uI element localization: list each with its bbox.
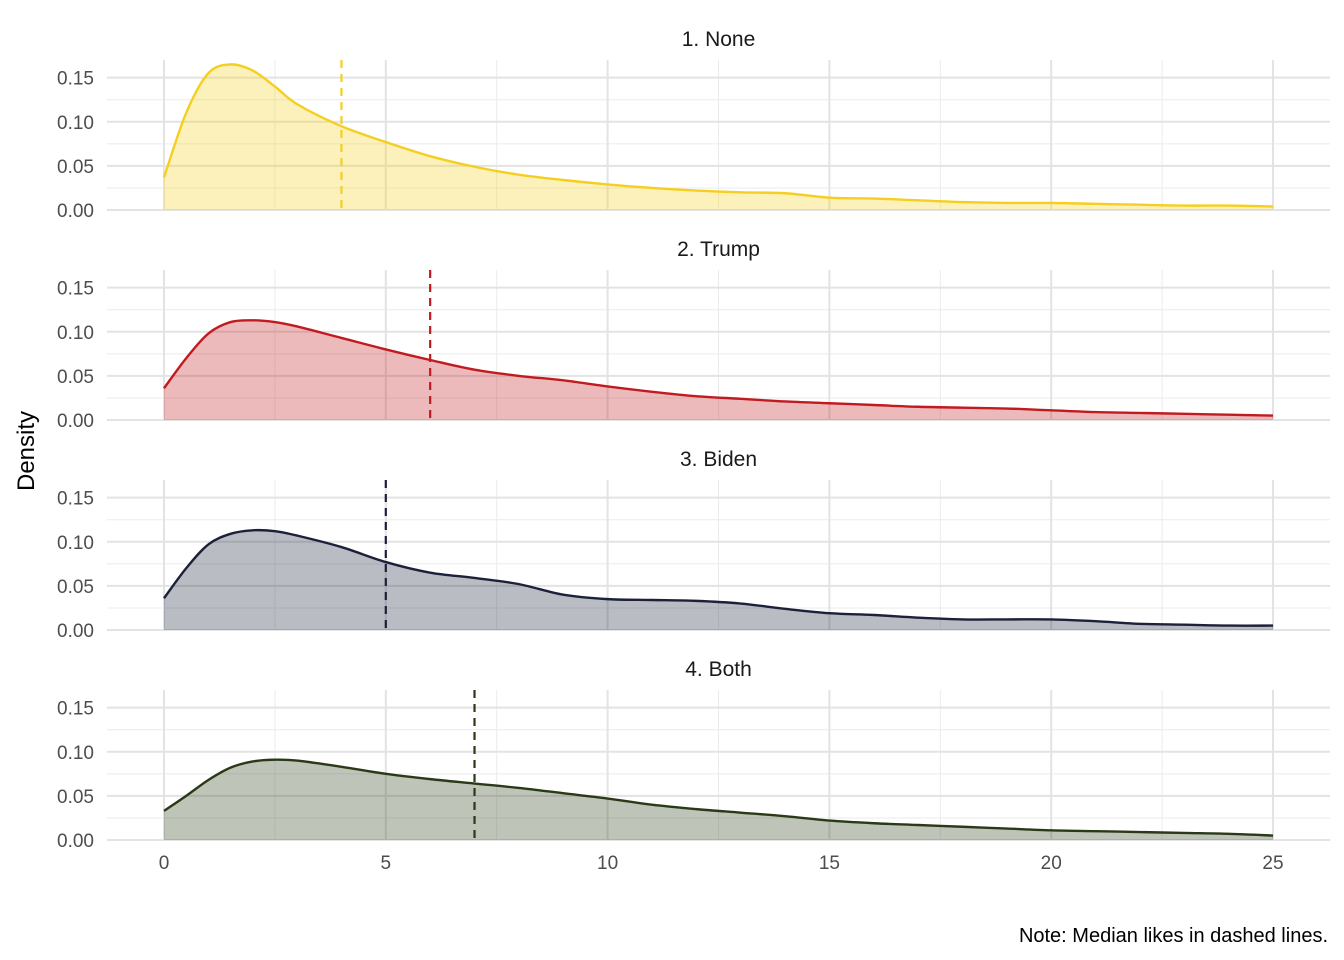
facet-panels: 0.00 0.05 0.10 0.15 1. None 0.00 0.05 0.10 0.15 2… <box>57 28 1330 852</box>
y-tick-label: 0.10 <box>57 743 94 764</box>
facet-strip-title: 3. Biden <box>680 448 757 471</box>
y-tick-label: 0.15 <box>57 69 94 90</box>
y-axis-title: Density <box>13 411 40 491</box>
density-area <box>164 320 1273 420</box>
facet-strip-title: 2. Trump <box>677 238 760 261</box>
x-tick-label: 20 <box>1041 853 1062 874</box>
x-tick-label: 5 <box>381 853 392 874</box>
y-tick-label: 0.00 <box>57 201 94 222</box>
density-area <box>164 530 1273 630</box>
y-tick-label: 0.15 <box>57 489 94 510</box>
y-tick-label: 0.15 <box>57 279 94 300</box>
y-tick-label: 0.05 <box>57 577 94 598</box>
x-tick-label: 0 <box>159 853 170 874</box>
facet-panel-3: 0.00 0.05 0.10 0.15 3. Biden <box>57 448 1330 642</box>
y-tick-label: 0.10 <box>57 533 94 554</box>
facet-panel-1: 0.00 0.05 0.10 0.15 1. None <box>57 28 1330 222</box>
x-tick-label: 15 <box>819 853 840 874</box>
x-tick-label: 25 <box>1262 853 1283 874</box>
x-axis-ticks: 0 5 10 15 20 25 <box>159 853 1284 874</box>
y-tick-label: 0.05 <box>57 157 94 178</box>
density-curve <box>163 319 1274 417</box>
y-tick-label: 0.05 <box>57 787 94 808</box>
x-tick-label: 10 <box>597 853 618 874</box>
density-area <box>164 64 1273 210</box>
density-curve <box>163 528 1274 627</box>
density-curve <box>162 63 1274 208</box>
y-tick-label: 0.10 <box>57 323 94 344</box>
facet-panel-2: 0.00 0.05 0.10 0.15 2. Trump <box>57 238 1330 432</box>
facet-strip-title: 4. Both <box>685 658 752 681</box>
facet-panel-4: 0.00 0.05 0.10 0.15 4. Both <box>57 658 1330 852</box>
y-tick-label: 0.05 <box>57 367 94 388</box>
density-area <box>164 759 1273 840</box>
y-tick-label: 0.15 <box>57 699 94 720</box>
y-tick-label: 0.00 <box>57 621 94 642</box>
y-tick-label: 0.00 <box>57 831 94 852</box>
caption-note: Note: Median likes in dashed lines. <box>1019 925 1328 947</box>
facet-strip-title: 1. None <box>682 28 756 51</box>
y-tick-label: 0.00 <box>57 411 94 432</box>
y-tick-label: 0.10 <box>57 113 94 134</box>
density-curve <box>163 758 1274 837</box>
